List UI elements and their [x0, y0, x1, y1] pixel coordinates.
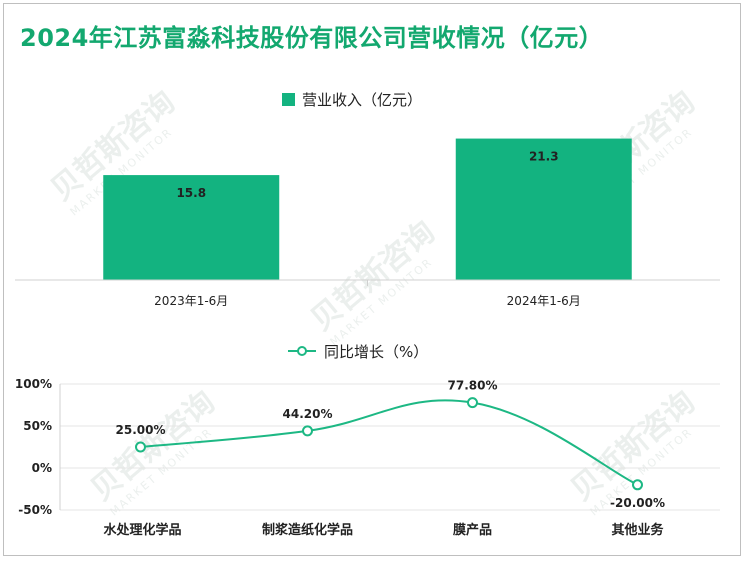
line-point — [135, 441, 146, 453]
x-tick-label: 水处理化学品 — [103, 522, 181, 538]
bar-data-label: 21.3 — [529, 150, 559, 164]
x-tick-label: 膜产品 — [453, 522, 492, 538]
y-tick-label: -50% — [18, 503, 52, 517]
series-line — [140, 399, 638, 486]
legend-swatch-bar — [282, 93, 295, 106]
legend-label-bar: 营业收入（亿元） — [302, 91, 422, 109]
x-tick-label: 制浆造纸化学品 — [262, 522, 353, 538]
line-point — [302, 425, 313, 437]
legend-marker — [297, 346, 307, 356]
x-tick-label: 2024年1-6月 — [507, 294, 581, 308]
line-data-label: 25.00% — [116, 423, 166, 437]
y-tick-label: 0% — [32, 461, 52, 475]
y-tick-label: 100% — [15, 377, 52, 391]
bar — [103, 175, 280, 280]
y-tick-label: 50% — [23, 419, 52, 433]
chart-title: 2024年江苏富淼科技股份有限公司营收情况（亿元） — [20, 24, 604, 52]
line-point — [467, 397, 478, 409]
line-data-label: 44.20% — [283, 407, 333, 421]
line-data-label: 77.80% — [448, 379, 498, 393]
line-point — [632, 479, 643, 491]
bar — [455, 138, 632, 280]
x-tick-label: 2023年1-6月 — [154, 294, 228, 308]
line-data-label: -20.00% — [610, 496, 665, 510]
x-tick-label: 其他业务 — [611, 522, 664, 538]
legend-label-line: 同比增长（%） — [324, 343, 428, 361]
bar-data-label: 15.8 — [176, 186, 206, 200]
